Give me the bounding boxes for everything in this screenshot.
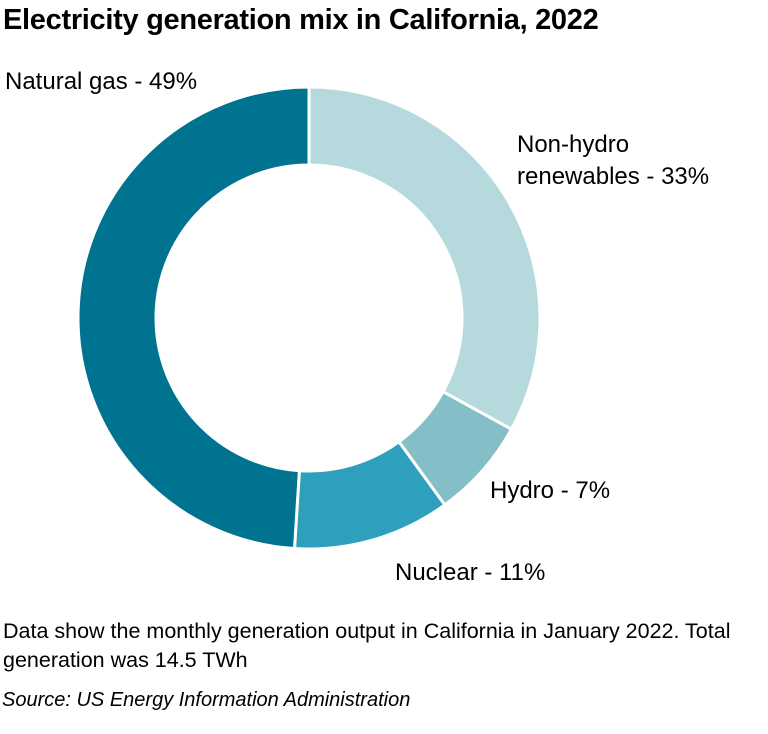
chart-note: Data show the monthly generation output … [3, 619, 731, 672]
slice-natural-gas [76, 85, 311, 551]
slice-non-hydro-renewables [307, 85, 542, 432]
label-non-hydro-renewables: Non-hydro renewables - 33% [517, 131, 709, 190]
label-nuclear: Nuclear - 11% [395, 559, 545, 586]
label-hydro: Hydro - 7% [490, 477, 610, 504]
chart-title: Electricity generation mix in California… [3, 4, 599, 36]
label-natural-gas: Natural gas - 49% [5, 68, 197, 95]
source-credit: Source: US Energy Information Administra… [2, 689, 411, 711]
